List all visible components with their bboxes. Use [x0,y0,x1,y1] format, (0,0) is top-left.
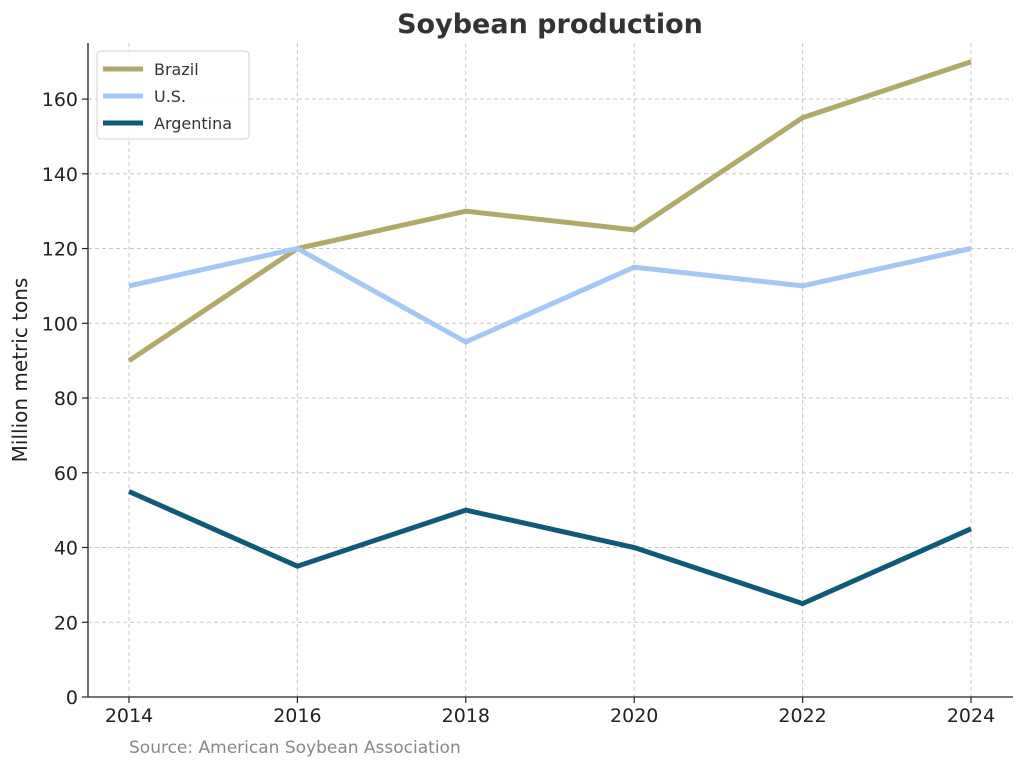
x-tick-label: 2018 [442,705,490,727]
series-lines [127,59,973,607]
y-axis-label: Million metric tons [8,278,32,463]
ticks: 0 20 40 60 80 100 120 140 160 2014 2016 2018 2020 202… [42,89,995,727]
x-tick-label: 2024 [947,705,995,727]
series-line-u-s [128,245,972,345]
y-tick-label: 60 [54,463,78,485]
legend-box [96,50,250,140]
x-tick-label: 2014 [105,705,153,727]
legend-label-u-s: U.S. [154,87,186,106]
y-tick-label: 0 [66,687,78,709]
source-note: Source: American Soybean Association [129,738,461,758]
y-tick-label: 80 [54,388,78,410]
series-line-brazil [127,59,972,363]
legend: Brazil U.S. Argentina [96,50,250,140]
y-tick-label: 100 [42,313,78,335]
y-tick-label: 40 [54,538,78,560]
y-tick-label: 20 [54,612,78,634]
grid [88,43,1013,697]
y-tick-label: 140 [42,164,78,186]
x-tick-label: 2020 [610,705,658,727]
legend-label-argentina: Argentina [154,114,232,133]
x-tick-label: 2016 [273,705,321,727]
legend-label-brazil: Brazil [154,60,199,79]
y-tick-label: 120 [42,239,78,261]
axes [87,43,1013,698]
series-line-argentina [127,489,973,607]
x-tick-label: 2022 [778,705,826,727]
chart-title: Soybean production [397,9,703,40]
y-tick-label: 160 [42,89,78,111]
